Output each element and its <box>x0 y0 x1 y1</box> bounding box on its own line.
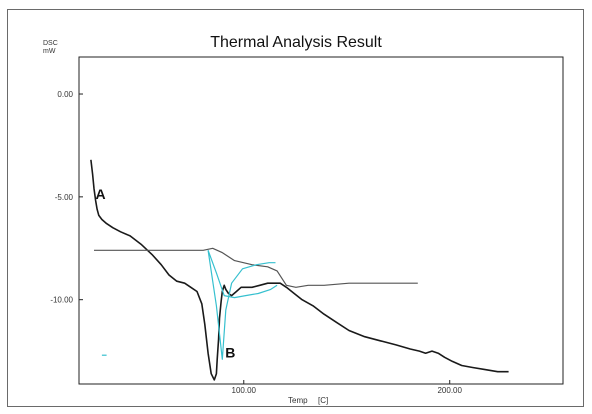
y-tick-label: 0.00 <box>57 90 73 99</box>
x-axis-label: Temp <box>288 396 308 405</box>
x-axis-unit: [C] <box>318 396 328 405</box>
annotation-label: A <box>95 186 105 202</box>
chart-title: Thermal Analysis Result <box>210 34 382 51</box>
series-line-4 <box>207 250 278 299</box>
y-axis-label: DSC <box>43 40 58 47</box>
series-line-3 <box>207 250 276 360</box>
series-line-2 <box>94 247 418 288</box>
chart-frame <box>7 9 584 407</box>
y-tick-label: -10.00 <box>50 296 73 305</box>
series-line-1 <box>90 159 509 381</box>
x-tick-label: 200.00 <box>437 386 462 395</box>
x-tick-label: 100.00 <box>232 386 257 395</box>
y-tick-label: -5.00 <box>55 193 74 202</box>
plot-area-border <box>78 56 564 385</box>
y-axis-unit: mW <box>43 48 56 55</box>
annotation-label: B <box>225 344 235 360</box>
